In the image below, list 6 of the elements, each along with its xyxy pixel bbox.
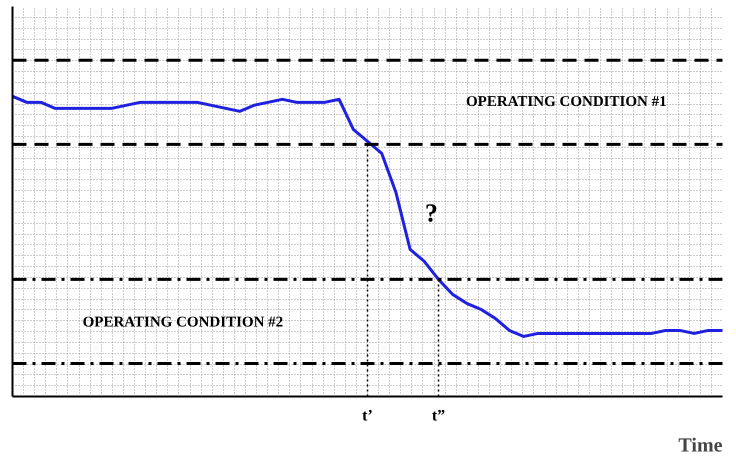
annotation: OPERATING CONDITION #1 [466, 94, 667, 110]
x-tick-label: t’ [362, 408, 373, 424]
x-axis-title: Time [678, 434, 723, 456]
x-tick-label: t” [432, 408, 446, 424]
annotation: OPERATING CONDITION #2 [82, 314, 284, 330]
annotation: ? [424, 198, 438, 228]
